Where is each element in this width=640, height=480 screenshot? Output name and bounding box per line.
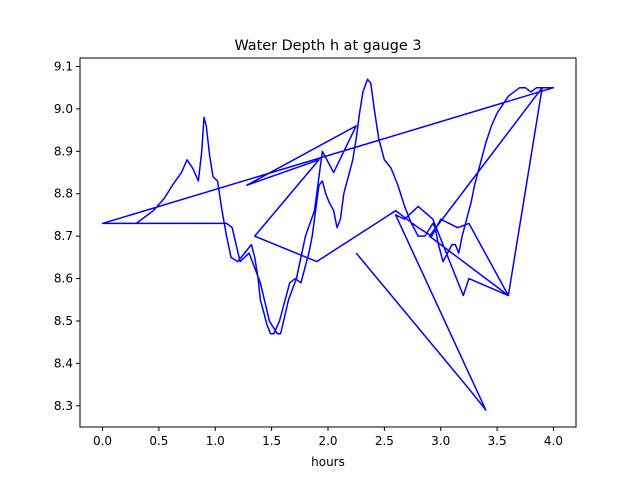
chart-title: Water Depth h at gauge 3 (234, 38, 421, 54)
x-tick-label: 0.0 (93, 434, 112, 448)
series-layer (101, 78, 555, 411)
x-tick-label: 2.5 (375, 434, 394, 448)
x-axis-label: hours (311, 455, 345, 469)
axes-frame (79, 57, 577, 428)
x-tick-label: 3.5 (488, 434, 507, 448)
x-tick-label: 1.5 (262, 434, 281, 448)
y-tick-label: 8.5 (54, 314, 73, 328)
y-tick-label: 8.8 (54, 187, 73, 201)
x-tick-label: 4.0 (544, 434, 563, 448)
x-tick-label: 0.5 (149, 434, 168, 448)
x-tick-label: 2.0 (318, 434, 337, 448)
y-tick-label: 8.4 (54, 356, 73, 370)
y-axis: 8.3 8.4 8.5 8.6 8.7 8.8 8.9 9.0 9.1 (54, 59, 80, 413)
y-tick-label: 8.6 (54, 272, 73, 286)
y-tick-label: 9.1 (54, 59, 73, 73)
y-tick-label: 8.3 (54, 399, 73, 413)
y-tick-label: 8.7 (54, 229, 73, 243)
y-tick-label: 9.0 (54, 102, 73, 116)
y-tick-label: 8.9 (54, 144, 73, 158)
x-axis: 0.0 0.5 1.0 1.5 2.0 2.5 3.0 3.5 4.0 (93, 427, 563, 448)
plot-area (79, 57, 577, 428)
series-line-0 (101, 78, 555, 411)
x-tick-label: 1.0 (206, 434, 225, 448)
x-tick-label: 3.0 (431, 434, 450, 448)
